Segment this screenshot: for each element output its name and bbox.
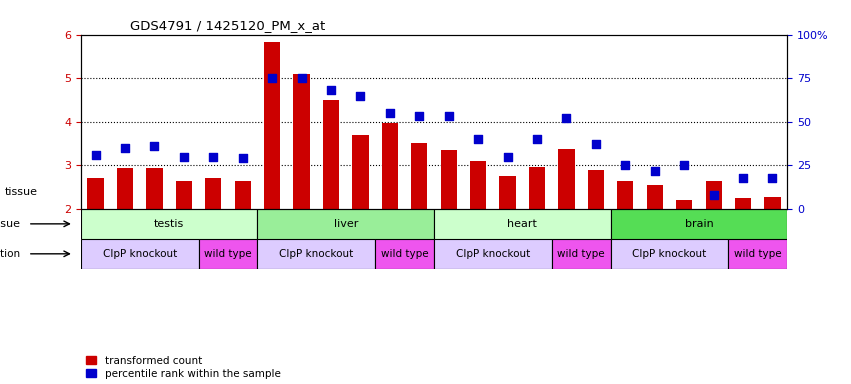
Text: brain: brain: [684, 219, 713, 229]
Bar: [81, 239, 198, 269]
Text: tissue: tissue: [0, 219, 20, 229]
Bar: [617, 181, 633, 209]
Bar: [676, 200, 692, 209]
Point: [266, 75, 279, 81]
Bar: [257, 209, 434, 239]
Bar: [647, 185, 663, 209]
Point: [413, 113, 426, 119]
Bar: [294, 74, 310, 209]
Bar: [382, 123, 398, 209]
Point: [207, 154, 220, 160]
Text: wild type: wild type: [734, 249, 781, 259]
Point: [648, 167, 661, 174]
Point: [589, 141, 603, 147]
Bar: [588, 170, 604, 209]
Text: GDS4791 / 1425120_PM_x_at: GDS4791 / 1425120_PM_x_at: [130, 19, 326, 32]
Point: [147, 143, 161, 149]
Bar: [728, 239, 787, 269]
Bar: [735, 198, 751, 209]
Point: [118, 145, 132, 151]
Point: [236, 155, 249, 161]
Legend: transformed count, percentile rank within the sample: transformed count, percentile rank withi…: [86, 356, 281, 379]
Bar: [470, 161, 486, 209]
Bar: [705, 181, 722, 209]
Point: [560, 115, 574, 121]
Point: [530, 136, 544, 142]
Bar: [441, 150, 457, 209]
Bar: [529, 167, 545, 209]
Text: ClpP knockout: ClpP knockout: [103, 249, 177, 259]
Bar: [375, 239, 434, 269]
Text: ClpP knockout: ClpP knockout: [632, 249, 706, 259]
Text: wild type: wild type: [557, 249, 605, 259]
Point: [736, 174, 750, 180]
Bar: [411, 142, 427, 209]
Text: tissue: tissue: [4, 187, 37, 197]
Bar: [146, 168, 163, 209]
Bar: [264, 42, 280, 209]
Bar: [323, 100, 339, 209]
Bar: [434, 209, 610, 239]
Bar: [551, 239, 610, 269]
Point: [619, 162, 632, 168]
Bar: [81, 209, 257, 239]
Point: [707, 192, 721, 198]
Bar: [500, 176, 516, 209]
Point: [294, 75, 308, 81]
Point: [89, 152, 102, 158]
Bar: [235, 181, 251, 209]
Bar: [434, 239, 551, 269]
Text: wild type: wild type: [204, 249, 252, 259]
Point: [677, 162, 691, 168]
Text: liver: liver: [334, 219, 358, 229]
Text: testis: testis: [154, 219, 185, 229]
Bar: [117, 168, 133, 209]
Bar: [198, 239, 257, 269]
Point: [383, 110, 397, 116]
Bar: [205, 179, 221, 209]
Bar: [176, 180, 192, 209]
Bar: [558, 149, 574, 209]
Point: [442, 113, 455, 119]
Point: [354, 93, 368, 99]
Point: [766, 174, 780, 180]
Bar: [610, 239, 728, 269]
Text: ClpP knockout: ClpP knockout: [456, 249, 530, 259]
Text: wild type: wild type: [380, 249, 428, 259]
Text: heart: heart: [507, 219, 537, 229]
Bar: [764, 197, 780, 209]
Bar: [610, 209, 787, 239]
Bar: [88, 177, 104, 209]
Bar: [352, 135, 368, 209]
Point: [471, 136, 485, 142]
Text: genotype/variation: genotype/variation: [0, 249, 20, 259]
Bar: [257, 239, 375, 269]
Text: ClpP knockout: ClpP knockout: [279, 249, 353, 259]
Point: [324, 87, 338, 93]
Point: [500, 154, 514, 160]
Point: [177, 154, 191, 160]
